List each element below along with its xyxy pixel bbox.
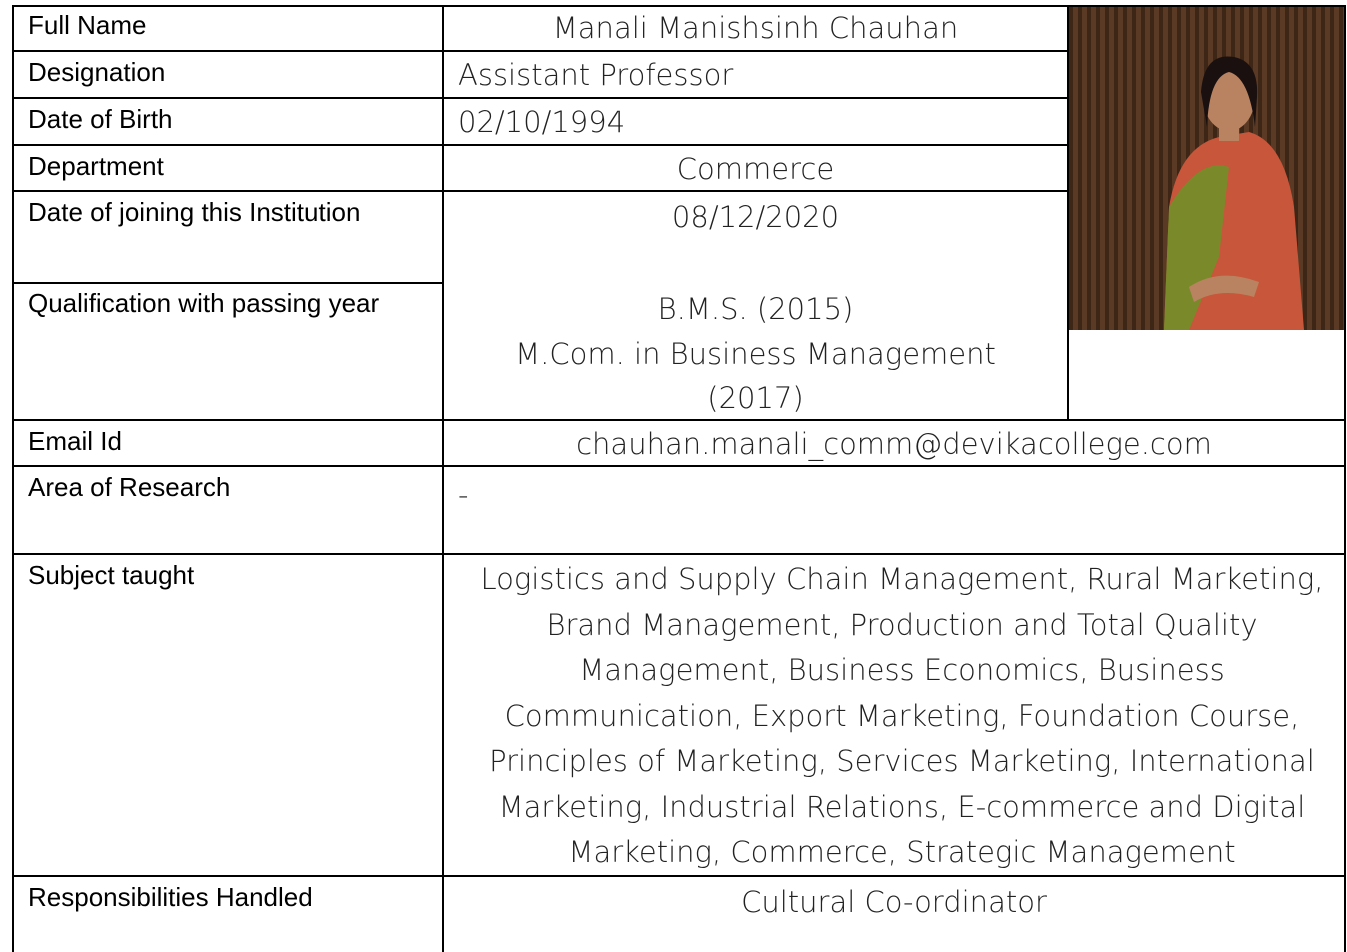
border <box>12 553 1346 555</box>
field-value: Commerce <box>676 152 835 186</box>
field-value: Logistics and Supply Chain Management, R… <box>480 562 1324 869</box>
field-label: Date of joining this Institution <box>28 197 361 227</box>
border <box>12 5 1346 7</box>
field-value: 08/12/2020 <box>671 200 840 234</box>
border <box>12 465 1346 467</box>
border <box>12 144 1068 146</box>
field-label: Designation <box>28 57 166 87</box>
border <box>12 282 443 284</box>
field-value: chauhan.manali_comm@devikacollege.com <box>576 427 1212 461</box>
field-label: Responsibilities Handled <box>28 882 313 912</box>
border <box>12 5 14 952</box>
border <box>12 97 1068 99</box>
field-value: Manali Manishsinh Chauhan <box>552 11 959 45</box>
field-label: Qualification with passing year <box>28 288 380 318</box>
field-label: Date of Birth <box>28 104 173 134</box>
field-value: Cultural Co-ordinator <box>741 885 1047 919</box>
border <box>1067 5 1069 421</box>
field-label: Email Id <box>28 426 122 456</box>
field-label: Full Name <box>28 10 147 40</box>
field-value: - <box>458 478 469 512</box>
profile-photo <box>1069 7 1344 330</box>
border <box>12 50 1068 52</box>
border <box>442 5 444 952</box>
field-label: Department <box>28 151 164 181</box>
field-value: M.Com. in Business Management (2017) <box>515 337 996 415</box>
border <box>12 419 1346 421</box>
field-value: B.M.S. (2015) <box>657 292 854 326</box>
border <box>1344 5 1346 952</box>
border <box>12 190 1068 192</box>
field-label: Subject taught <box>28 560 195 590</box>
field-label: Area of Research <box>28 472 231 502</box>
field-value: 02/10/1994 <box>458 105 626 139</box>
field-value: Assistant Professor <box>458 58 734 92</box>
border <box>12 875 1346 877</box>
